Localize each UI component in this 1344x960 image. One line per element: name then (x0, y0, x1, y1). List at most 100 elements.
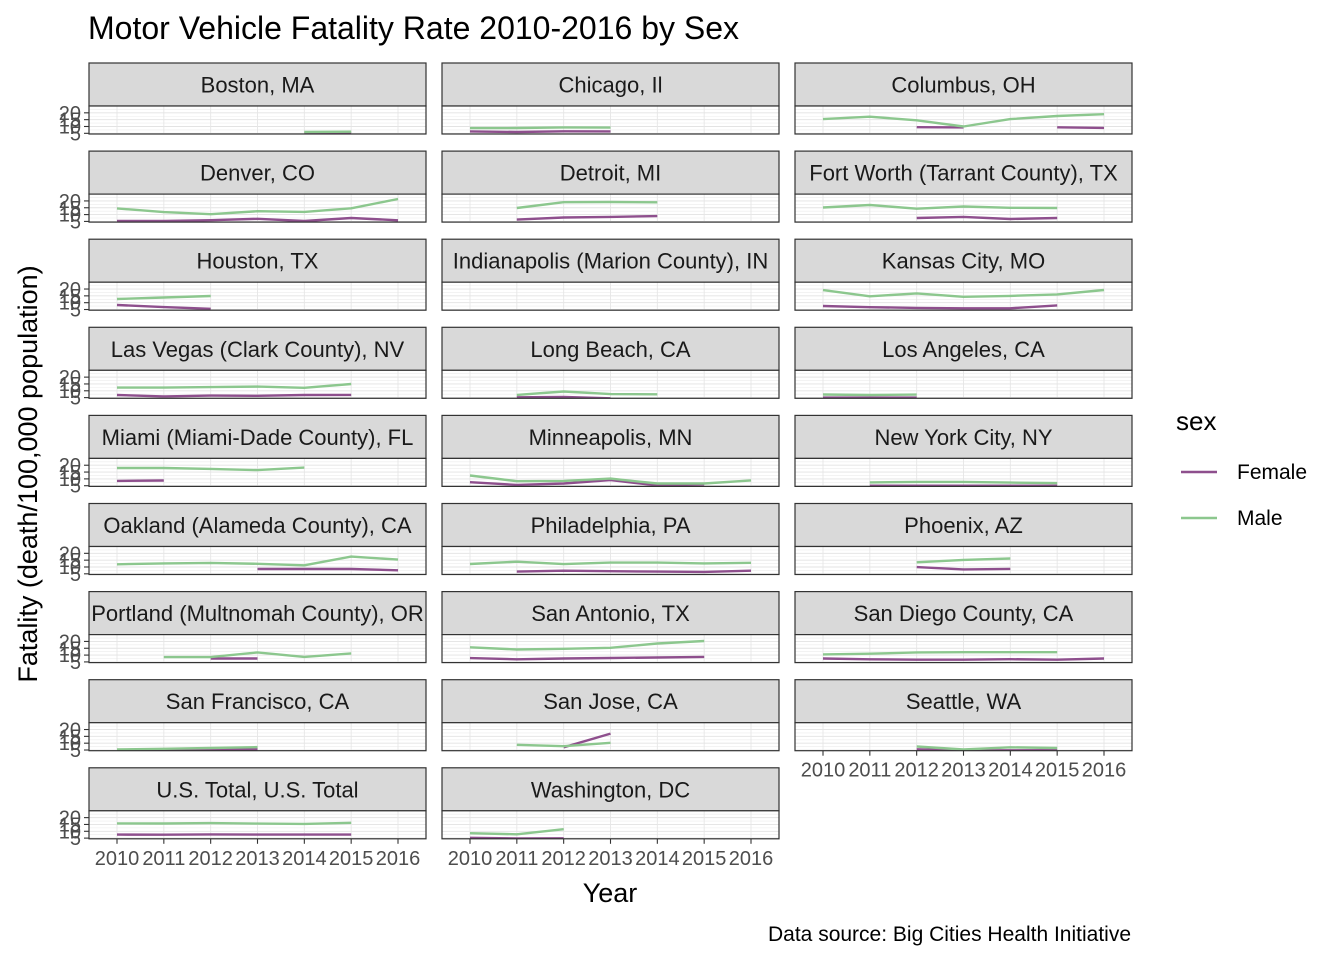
series-line-male (116, 745, 258, 751)
y-tick-label: 15 (59, 374, 81, 396)
facet-strip-label: Fort Worth (Tarrant County), TX (809, 161, 1118, 186)
facet-strip-label: U.S. Total, U.S. Total (156, 777, 358, 802)
facet-strip (794, 238, 1133, 283)
facet-strip-label: Columbus, OH (891, 73, 1035, 98)
x-tick-label: 2014 (282, 848, 327, 870)
facet-philadelphia-pa: Philadelphia, PA (441, 502, 780, 576)
series-line-male (116, 197, 399, 216)
x-tick-label: 2015 (682, 848, 727, 870)
x-tick-label: 2016 (729, 848, 774, 870)
y-tick-label: 10 (59, 469, 81, 491)
facet-strip (88, 414, 427, 459)
x-tick-label: 2012 (541, 848, 586, 870)
facet-strip-label: Seattle, WA (906, 689, 1022, 714)
facet-strip (441, 326, 780, 371)
x-tick-label: 2016 (1082, 760, 1127, 782)
y-axis-title: Fatality (death/100,000 population) (13, 265, 43, 682)
facet-border (794, 281, 1133, 311)
y-tick-label: 10 (59, 645, 81, 667)
facet-strip-label: Philadelphia, PA (531, 513, 691, 538)
facet-san-jose-ca: San Jose, CA (441, 679, 780, 752)
facet-strip-label: Denver, CO (200, 161, 315, 186)
legend-label: Male (1237, 507, 1283, 530)
legend-items: Female Male (1181, 461, 1307, 530)
facet-series (469, 560, 752, 574)
facet-series (116, 466, 305, 483)
y-tick-label: 5 (70, 652, 81, 674)
facet-san-antonio-tx: San Antonio, TX (441, 590, 780, 664)
facet-border (794, 105, 1133, 135)
facet-series (116, 197, 399, 223)
facet-strip (441, 767, 780, 812)
facet-strip (794, 590, 1133, 636)
series-line-female (117, 216, 399, 223)
facet-border (441, 633, 780, 664)
facet-strip (441, 62, 780, 107)
facet-strip (88, 150, 427, 195)
series-line-female (916, 565, 1011, 571)
series-line-male (822, 393, 917, 397)
y-tick-label: 5 (70, 564, 81, 586)
y-tick-label: 20 (59, 367, 81, 389)
series-line-male (116, 294, 211, 301)
facet-strip-label: Phoenix, AZ (904, 513, 1023, 538)
facet-long-beach-ca: Long Beach, CA (441, 326, 780, 399)
x-tick-label: 2011 (142, 848, 185, 870)
facet-series (116, 821, 352, 836)
facet-series (822, 113, 1105, 130)
series-line-male (516, 390, 658, 397)
series-line-male (163, 651, 352, 659)
series-line-male (516, 200, 658, 210)
series-line-male (117, 466, 305, 472)
series-line-female (116, 393, 352, 398)
y-tick-label: 10 (59, 557, 81, 579)
facet-strip (88, 62, 427, 107)
series-line-male (117, 382, 352, 389)
facet-phoenix-az: Phoenix, AZ (794, 502, 1133, 576)
y-tick-label: 5 (70, 123, 81, 145)
facet-strip (88, 590, 427, 636)
facet-strip-label: Los Angeles, CA (882, 337, 1045, 362)
facet-series (116, 294, 211, 310)
series-line-female (469, 655, 705, 661)
series-line-male (822, 203, 1058, 210)
x-tick-label: 2014 (635, 848, 680, 870)
facet-strip-label: Miami (Miami-Dade County), FL (102, 425, 414, 450)
facet-strip-label: Indianapolis (Marion County), IN (453, 249, 768, 274)
facet-series (116, 555, 399, 572)
y-tick-label: 10 (59, 205, 81, 227)
series-line-male (469, 560, 752, 566)
facet-border (441, 457, 780, 487)
facet-strip-label: Oakland (Alameda County), CA (103, 513, 411, 538)
series-line-male (469, 126, 611, 130)
y-tick-label: 10 (59, 381, 81, 403)
facet-series (116, 745, 258, 751)
facet-columbus-oh: Columbus, OH (794, 62, 1133, 135)
facet-detroit-mi: Detroit, MI (441, 150, 780, 223)
series-line-male (469, 828, 564, 836)
facet-seattle-wa: Seattle, WA 2010 2011 2012 2013 2014 2015 2016 (794, 679, 1133, 782)
facet-chicago-il: Chicago, Il (441, 62, 780, 135)
y-tick-label: 10 (59, 821, 81, 843)
facet-strip (441, 238, 780, 283)
facet-strip (88, 767, 427, 812)
facet-strip-label: Houston, TX (197, 249, 319, 274)
series-line-male (916, 745, 1058, 751)
x-tick-label: 2013 (588, 848, 633, 870)
facet-new-york-city-ny: New York City, NY (794, 414, 1133, 487)
y-tick-label: 5 (70, 476, 81, 498)
facet-strip (441, 590, 780, 636)
facet-strip-label: San Diego County, CA (854, 601, 1074, 626)
y-tick-label: 20 (59, 455, 81, 477)
facet-border (794, 193, 1133, 223)
facet-strip (441, 679, 780, 724)
facet-strip-label: Las Vegas (Clark County), NV (111, 337, 405, 362)
x-axis-title: Year (583, 878, 638, 908)
y-tick-label: 20 (59, 191, 81, 213)
facet-series (822, 393, 917, 399)
legend-label: Female (1237, 461, 1307, 484)
